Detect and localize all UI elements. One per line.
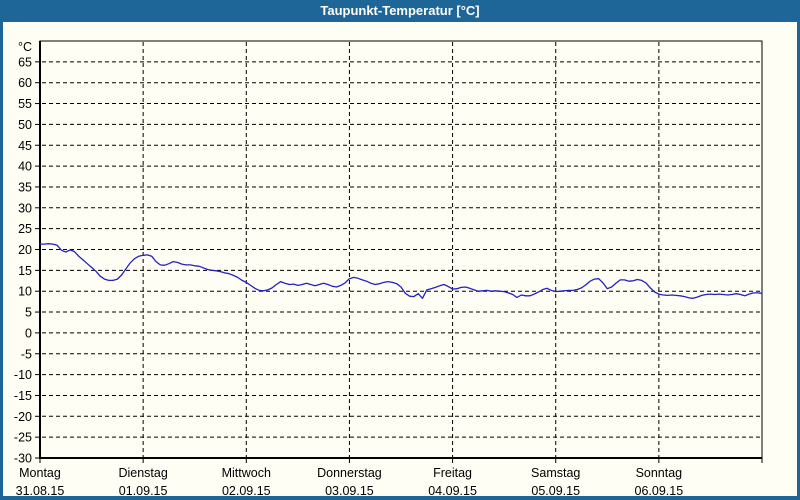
- x-day-date-label: 06.09.15: [635, 484, 684, 496]
- x-day-date-label: 05.09.15: [531, 484, 580, 496]
- title-bar: Taupunkt-Temperatur [°C]: [0, 0, 800, 22]
- chart-canvas: 65605550454035302520151050-5-10-15-20-25…: [14, 40, 763, 496]
- x-day-name-label: Freitag: [433, 466, 472, 480]
- chart-title: Taupunkt-Temperatur [°C]: [320, 3, 480, 18]
- x-day-date-label: 01.09.15: [119, 484, 168, 496]
- y-tick-label: -20: [14, 410, 32, 424]
- y-gridlines: [42, 61, 761, 438]
- chart-content-area: 65 60 55 50 45 40 35 30 25 20 15 10 5 0 -5 -10 -15 -20 -25…: [3, 22, 797, 496]
- x-day-name-label: Dienstag: [118, 466, 167, 480]
- y-tick-label: -15: [14, 389, 32, 403]
- x-day-date-label: 04.09.15: [428, 484, 477, 496]
- y-tick-marks: [35, 61, 40, 459]
- x-day-name-label: Samstag: [531, 466, 580, 480]
- y-tick-label: 45: [18, 139, 32, 153]
- x-day-name-label: Sonntag: [636, 466, 683, 480]
- y-axis-unit-label: °C: [18, 40, 32, 54]
- y-tick-label: 30: [18, 201, 32, 215]
- x-day-name-label: Donnerstag: [317, 466, 382, 480]
- y-tick-label: -30: [14, 452, 32, 466]
- x-day-date-label: 02.09.15: [222, 484, 271, 496]
- x-gridlines: [142, 42, 660, 457]
- x-day-name-label: Mittwoch: [222, 466, 271, 480]
- y-tick-label: -10: [14, 368, 32, 382]
- y-tick-label: 5: [25, 306, 32, 320]
- y-tick-label: 40: [18, 160, 32, 174]
- x-day-name-label: Montag: [19, 466, 61, 480]
- x-day-date-label: 03.09.15: [325, 484, 374, 496]
- dew-point-series-line: [39, 243, 763, 299]
- y-tick-label: 35: [18, 180, 32, 194]
- y-tick-labels: 65605550454035302520151050-5-10-15-20-25…: [14, 40, 32, 466]
- y-tick-label: 50: [18, 118, 32, 132]
- y-tick-label: 0: [25, 326, 32, 340]
- x-day-date-label: 31.08.15: [16, 484, 65, 496]
- x-day-labels: Montag 31.08.15 Dienstag 01.09.15 Mittwoch 02…: [16, 466, 684, 496]
- y-tick-label: 20: [18, 243, 32, 257]
- y-tick-label: 60: [18, 76, 32, 90]
- y-tick-label: -5: [21, 347, 32, 361]
- y-tick-label: 55: [18, 97, 32, 111]
- y-tick-label: -25: [14, 431, 32, 445]
- y-tick-label: 15: [18, 264, 32, 278]
- y-tick-label: 65: [18, 55, 32, 69]
- y-tick-label: 25: [18, 222, 32, 236]
- x-tick-marks: [39, 458, 763, 463]
- y-tick-label: 10: [18, 285, 32, 299]
